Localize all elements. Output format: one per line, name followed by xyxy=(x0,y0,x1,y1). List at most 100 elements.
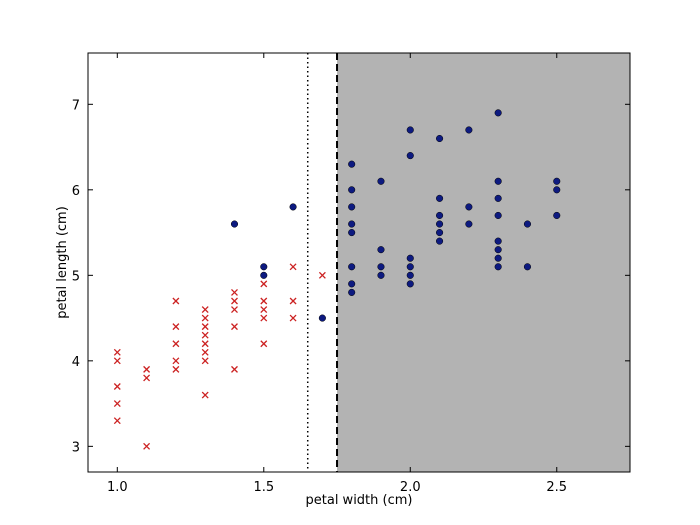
circle-point xyxy=(553,211,561,220)
y-tick-label: 7 xyxy=(72,98,80,113)
circle-point xyxy=(348,229,356,237)
circle-point xyxy=(377,271,385,279)
cross-point xyxy=(201,323,209,331)
circle-point xyxy=(523,263,532,271)
circle-point xyxy=(465,220,473,228)
cross-point xyxy=(113,348,121,356)
cross-point xyxy=(172,365,180,373)
cross-point xyxy=(201,331,209,339)
cross-stroke xyxy=(260,297,268,305)
cross-point xyxy=(289,263,297,271)
cross-stroke xyxy=(172,323,180,331)
cross-point xyxy=(143,442,151,450)
circle-point xyxy=(406,126,414,134)
circle-point xyxy=(406,254,414,262)
circle-point xyxy=(377,263,385,271)
circle-point xyxy=(436,220,444,228)
cross-point xyxy=(201,340,209,348)
circle-point xyxy=(494,194,502,202)
circle-point xyxy=(553,186,561,194)
cross-stroke xyxy=(113,400,121,408)
x-axis-label: petal width (cm) xyxy=(306,493,413,508)
cross-point xyxy=(113,383,121,390)
circle-point xyxy=(348,263,356,271)
cross-point xyxy=(231,323,238,331)
circle-point xyxy=(348,160,356,168)
circle-point xyxy=(494,177,502,185)
cross-point xyxy=(113,400,121,408)
circle-point xyxy=(494,211,502,220)
cross-stroke xyxy=(289,263,297,271)
circle-point xyxy=(348,186,356,194)
cross-point xyxy=(318,271,326,279)
circle-point xyxy=(377,246,385,254)
plot-frame xyxy=(87,52,631,473)
cross-stroke xyxy=(231,365,238,373)
cross-stroke xyxy=(143,374,151,382)
cross-stroke xyxy=(201,323,209,331)
circle-point xyxy=(523,220,532,228)
cross-stroke xyxy=(201,348,209,356)
circle-point xyxy=(406,280,414,288)
circle-point xyxy=(465,203,473,211)
x-tick-label: 1.5 xyxy=(253,480,274,495)
cross-stroke xyxy=(113,383,121,390)
cross-point xyxy=(231,288,238,296)
circle-point xyxy=(436,211,444,220)
x-tick-label: 2.0 xyxy=(400,480,421,495)
circle-point xyxy=(436,134,444,143)
cross-stroke xyxy=(113,417,121,425)
circle-point xyxy=(348,280,356,288)
cross-stroke xyxy=(172,357,180,365)
cross-stroke xyxy=(289,314,297,322)
cross-point xyxy=(113,417,121,425)
circle-point xyxy=(260,263,268,271)
circle-point xyxy=(494,254,502,262)
cross-point xyxy=(260,306,268,313)
cross-stroke xyxy=(201,331,209,339)
cross-point xyxy=(260,280,268,288)
cross-stroke xyxy=(143,442,151,450)
cross-point xyxy=(260,314,268,322)
x-tick-label: 2.5 xyxy=(546,480,567,495)
cross-stroke xyxy=(260,340,268,348)
cross-stroke xyxy=(318,271,326,279)
cross-point xyxy=(289,297,297,305)
cross-point xyxy=(231,306,238,313)
cross-point xyxy=(113,357,121,365)
circle-point xyxy=(436,194,444,202)
circle-point xyxy=(318,314,326,322)
cross-stroke xyxy=(172,297,180,305)
shaded-region xyxy=(337,53,630,472)
cross-stroke xyxy=(260,280,268,288)
cross-stroke xyxy=(201,306,209,313)
y-tick-label: 4 xyxy=(72,355,80,370)
cross-point xyxy=(201,348,209,356)
cross-point xyxy=(143,374,151,382)
circle-point xyxy=(377,177,385,185)
circle-point xyxy=(406,152,414,160)
circle-point xyxy=(260,271,268,279)
x-tick-label: 1.0 xyxy=(107,480,128,495)
cross-point xyxy=(201,391,209,399)
cross-point xyxy=(172,340,180,348)
cross-point xyxy=(231,297,238,305)
cross-stroke xyxy=(231,306,238,313)
cross-stroke xyxy=(143,365,151,373)
cross-stroke xyxy=(201,391,209,399)
circle-point xyxy=(348,220,356,228)
y-axis-label: petal length (cm) xyxy=(55,206,70,319)
circle-point xyxy=(494,109,502,117)
cross-stroke xyxy=(231,297,238,305)
y-tick-label: 5 xyxy=(72,269,80,284)
cross-point xyxy=(201,306,209,313)
circle-point xyxy=(494,263,502,271)
cross-point xyxy=(172,357,180,365)
cross-point xyxy=(231,365,238,373)
circle-point xyxy=(348,203,356,211)
cross-stroke xyxy=(113,348,121,356)
circle-point xyxy=(436,237,444,245)
circle-point xyxy=(494,246,502,254)
circle-point xyxy=(230,220,239,228)
